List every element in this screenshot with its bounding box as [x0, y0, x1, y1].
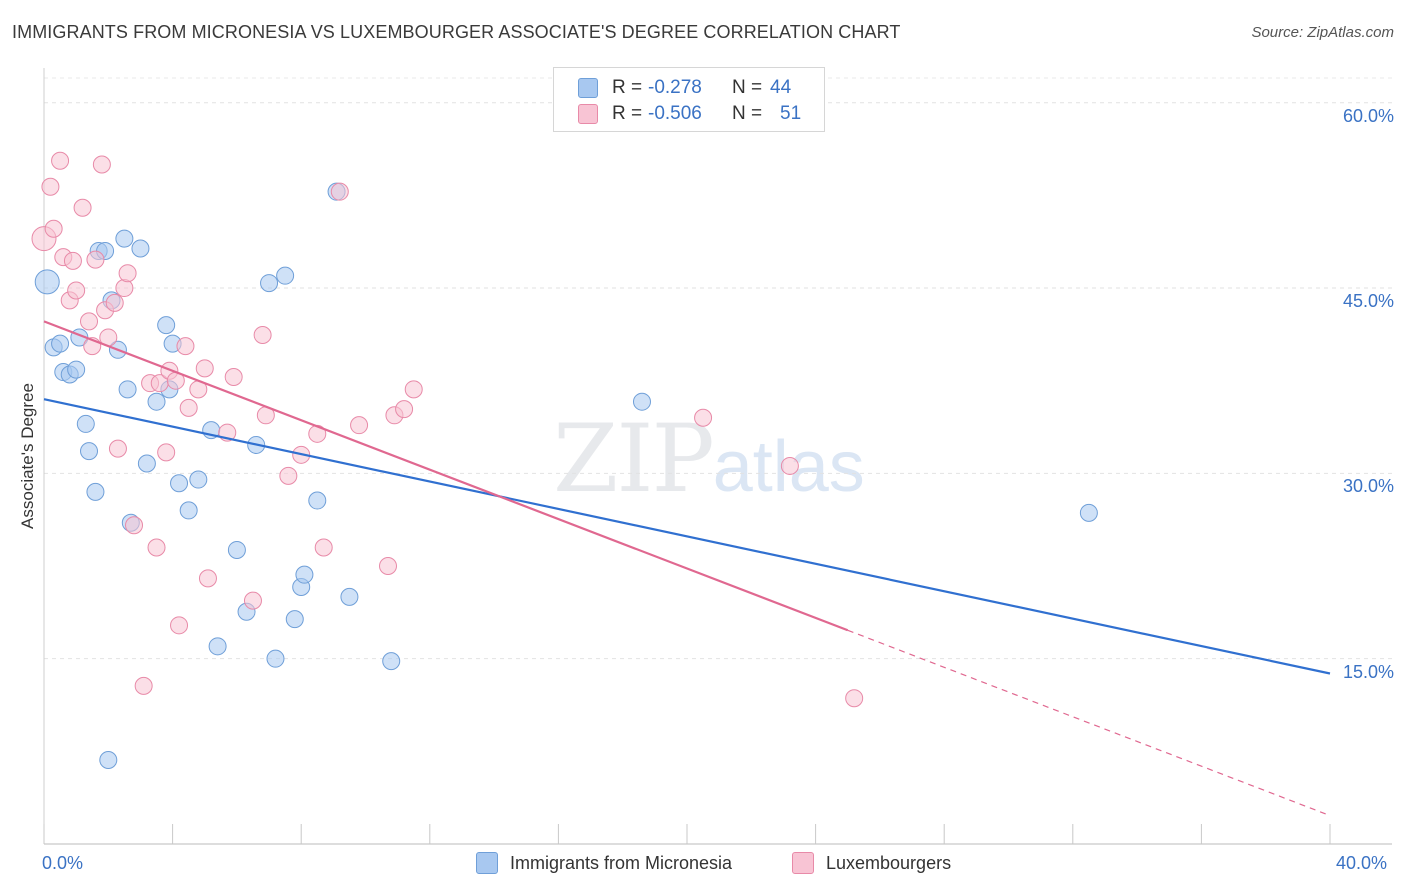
y-axis-label: Associate's Degree	[18, 383, 37, 529]
point-luxembourgers-27	[170, 616, 189, 635]
point-micronesia-23	[170, 474, 189, 493]
point-micronesia-19	[147, 392, 166, 411]
trendline-luxembourgers	[43, 320, 849, 632]
point-micronesia-36	[295, 565, 314, 584]
point-micronesia-8	[80, 442, 99, 461]
point-luxembourgers-38	[279, 466, 298, 485]
point-luxembourgers-16	[108, 439, 127, 458]
series-swatch-micronesia	[476, 852, 498, 874]
legend-row-micronesia: R = -0.278 N = 44	[578, 76, 791, 100]
point-micronesia-41	[632, 392, 651, 411]
legend-r-label: R =	[612, 77, 643, 98]
point-micronesia-27	[208, 637, 227, 656]
point-luxembourgers-19	[125, 516, 144, 535]
y-tick-label-2: 45.0%	[1342, 291, 1394, 312]
y-tick-label-1: 30.0%	[1342, 476, 1394, 497]
point-luxembourgers-41	[314, 538, 333, 557]
point-micronesia-18	[137, 454, 156, 473]
point-luxembourgers-20	[134, 676, 153, 695]
legend-n-label: N =	[732, 103, 763, 124]
chart-title: IMMIGRANTS FROM MICRONESIA VS LUXEMBOURG…	[12, 22, 901, 42]
point-micronesia-33	[276, 266, 295, 285]
series-label-luxembourgers: Luxembourgers	[826, 852, 952, 873]
point-luxembourgers-1	[41, 177, 60, 196]
point-luxembourgers-9	[80, 312, 99, 331]
point-micronesia-5	[67, 360, 86, 379]
y-tick-label-0: 15.0%	[1342, 661, 1394, 682]
point-luxembourgers-28	[176, 337, 195, 356]
point-luxembourgers-11	[86, 250, 105, 269]
series-swatch-luxembourgers	[792, 852, 814, 874]
point-luxembourgers-43	[350, 416, 369, 435]
point-micronesia-15	[118, 380, 137, 399]
point-luxembourgers-50	[845, 689, 864, 708]
point-micronesia-37	[308, 491, 327, 510]
point-micronesia-25	[189, 470, 208, 489]
legend-n-value: 44	[770, 77, 792, 98]
point-micronesia-28	[227, 540, 246, 559]
x-tick-min: 0.0%	[42, 853, 84, 873]
point-luxembourgers-8	[73, 198, 92, 217]
point-luxembourgers-3	[51, 151, 70, 170]
point-luxembourgers-2	[44, 219, 63, 238]
legend-r-value: -0.278	[648, 77, 702, 98]
point-micronesia-39	[340, 587, 359, 606]
point-luxembourgers-24	[157, 443, 176, 462]
point-luxembourgers-35	[243, 591, 262, 610]
watermark: ZIPatlas	[553, 405, 865, 514]
point-micronesia-2	[51, 334, 70, 353]
point-micronesia-42	[1079, 503, 1098, 522]
series-label-micronesia: Immigrants from Micronesia	[510, 852, 733, 873]
point-micronesia-20	[157, 316, 176, 335]
x-tick-max: 40.0%	[1336, 853, 1388, 873]
legend-swatch-luxembourgers	[578, 104, 598, 124]
legend-r-value: -0.506	[648, 103, 702, 124]
legend-swatch-micronesia	[578, 78, 598, 98]
point-micronesia-24	[179, 501, 198, 520]
point-luxembourgers-18	[118, 264, 137, 283]
point-luxembourgers-12	[92, 155, 111, 174]
legend-n-value: 51	[780, 103, 802, 124]
legend-row-luxembourgers: R = -0.506 N = 51	[578, 102, 801, 126]
point-micronesia-7	[76, 414, 95, 433]
point-luxembourgers-32	[198, 569, 217, 588]
point-luxembourgers-15	[105, 293, 124, 312]
point-luxembourgers-49	[780, 456, 799, 475]
watermark-zip: ZIP	[553, 405, 715, 514]
point-luxembourgers-46	[395, 400, 414, 419]
point-luxembourgers-17	[115, 279, 134, 298]
point-micronesia-9	[86, 482, 105, 501]
stats-legend: R = -0.278 N = 44 R = -0.506 N = 51	[553, 67, 825, 132]
point-luxembourgers-48	[694, 408, 713, 427]
trendline-extension-luxembourgers	[847, 629, 1331, 817]
point-micronesia-14	[115, 229, 134, 248]
series-legend-micronesia[interactable]: Immigrants from Micronesia	[476, 852, 732, 874]
point-luxembourgers-36	[253, 325, 272, 344]
point-micronesia-43	[99, 750, 118, 769]
point-luxembourgers-22	[147, 538, 166, 557]
point-luxembourgers-47	[404, 380, 423, 399]
point-luxembourgers-34	[224, 367, 243, 386]
point-micronesia-17	[131, 239, 150, 258]
y-tick-label-3: 60.0%	[1342, 105, 1394, 126]
series-legend-luxembourgers[interactable]: Luxembourgers	[792, 852, 951, 874]
source-label: Source: ZipAtlas.com	[1251, 24, 1394, 41]
point-micronesia-0	[34, 269, 60, 295]
point-luxembourgers-31	[195, 359, 214, 378]
legend-n-label: N =	[732, 77, 763, 98]
point-luxembourgers-7	[67, 281, 86, 300]
series-legend: Immigrants from Micronesia Luxembourgers	[0, 852, 1406, 876]
point-micronesia-40	[382, 652, 401, 671]
point-luxembourgers-6	[63, 251, 82, 270]
point-luxembourgers-44	[379, 557, 398, 576]
point-luxembourgers-42	[330, 182, 349, 201]
legend-r-label: R =	[612, 103, 643, 124]
point-luxembourgers-29	[179, 398, 198, 417]
trendline-micronesia	[43, 398, 1331, 675]
point-micronesia-34	[285, 610, 304, 629]
point-micronesia-32	[266, 649, 285, 668]
point-micronesia-31	[260, 274, 279, 293]
